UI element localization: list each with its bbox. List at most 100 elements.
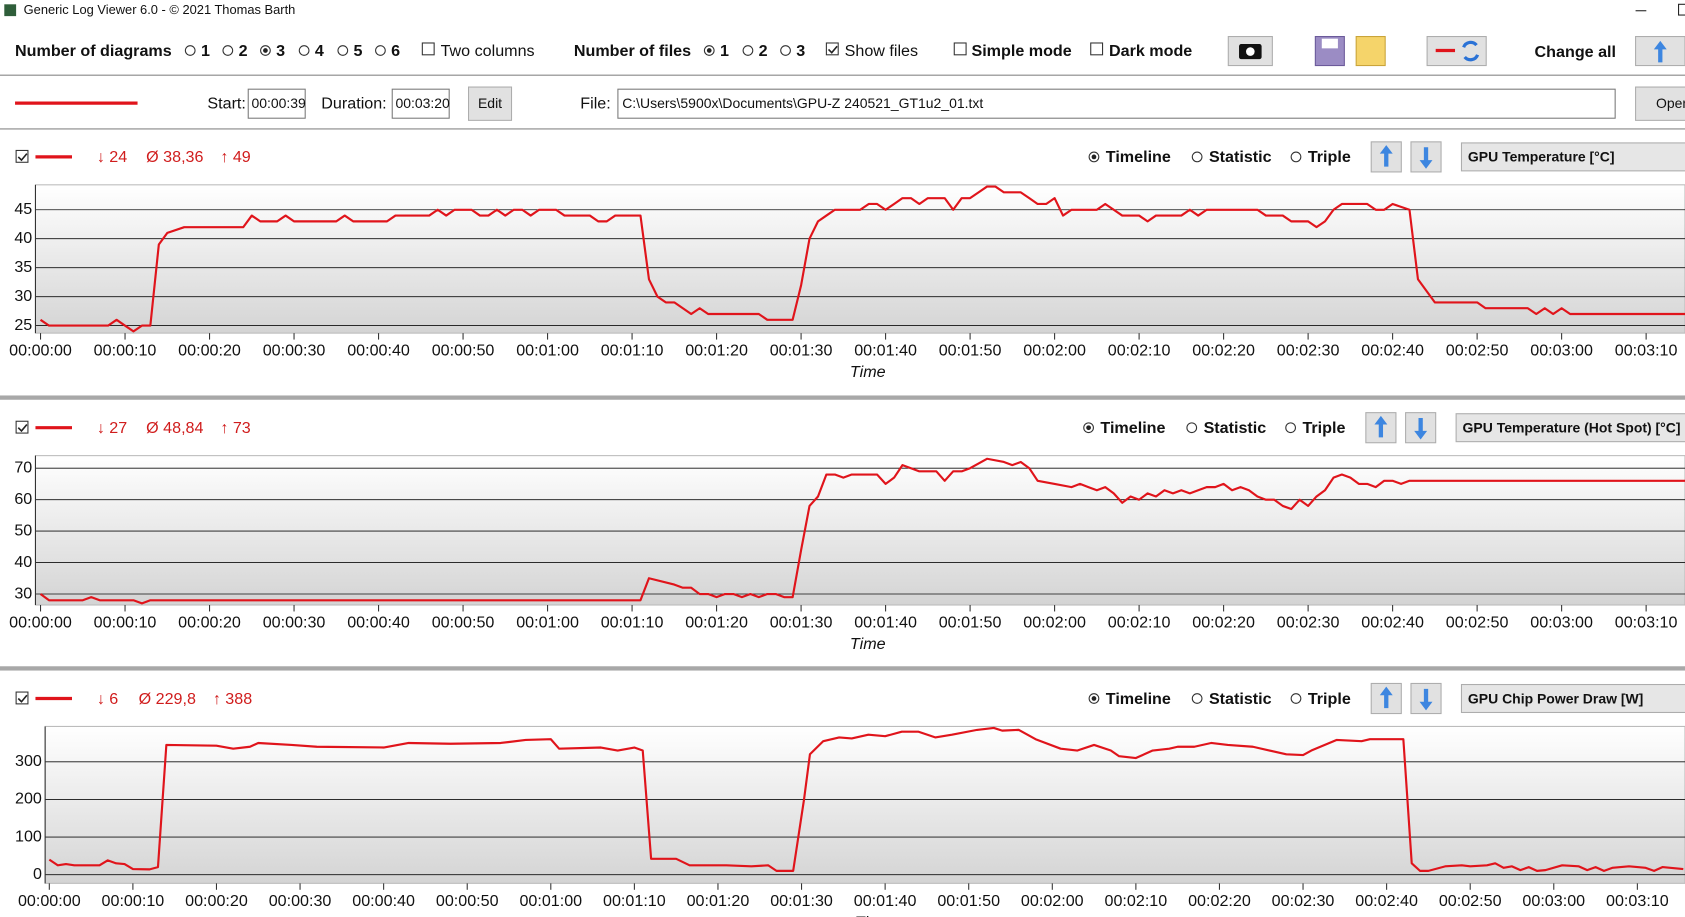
x-tick-label: 00:02:20 bbox=[1192, 614, 1255, 632]
down-arrow bbox=[1419, 147, 1433, 169]
plot-area bbox=[34, 455, 1685, 606]
y-tick-label: 30 bbox=[14, 287, 32, 305]
x-tick-label: 00:02:20 bbox=[1188, 892, 1251, 910]
stat-min: ↓ 24 bbox=[97, 148, 127, 166]
x-tick-label: 00:00:00 bbox=[18, 892, 81, 910]
x-tick-label: 00:01:20 bbox=[685, 614, 748, 632]
x-tick-label: 00:01:30 bbox=[770, 342, 833, 360]
file-option: 3 bbox=[796, 42, 805, 60]
diagram-radio[interactable] bbox=[184, 45, 196, 56]
x-tick-label: 00:01:40 bbox=[854, 892, 917, 910]
mode-radio[interactable] bbox=[1290, 151, 1302, 163]
y-tick-label: 200 bbox=[15, 790, 42, 808]
x-tick-label: 00:00:10 bbox=[102, 892, 165, 910]
up-arrow bbox=[1379, 686, 1393, 709]
data-line bbox=[48, 726, 1684, 872]
x-tick-label: 00:02:30 bbox=[1272, 892, 1335, 910]
mode-radio-dot bbox=[1086, 425, 1091, 431]
refresh-icon bbox=[1462, 40, 1480, 62]
x-tick-label: 00:01:00 bbox=[516, 342, 579, 360]
mode-radio[interactable] bbox=[1285, 422, 1296, 434]
y-tick-label: 0 bbox=[33, 865, 42, 883]
open-folder-button[interactable] bbox=[1355, 35, 1386, 67]
stat-avg: Ø 229,8 bbox=[139, 690, 196, 708]
series-visible-checkbox[interactable] bbox=[15, 149, 29, 163]
diagram-option: 5 bbox=[354, 42, 363, 60]
mode-label: Triple bbox=[1302, 419, 1345, 437]
checkbox-label: Dark mode bbox=[1109, 42, 1192, 60]
x-tick-label: 00:01:20 bbox=[687, 892, 750, 910]
x-tick-label: 00:02:10 bbox=[1105, 892, 1168, 910]
y-tick-label: 40 bbox=[14, 553, 32, 571]
two-columns-checkbox[interactable] bbox=[421, 42, 435, 56]
mode-radio[interactable] bbox=[1290, 693, 1302, 704]
file-input[interactable] bbox=[617, 88, 1616, 119]
x-tick-label: 00:03:00 bbox=[1522, 892, 1585, 910]
x-tick-label: 00:00:50 bbox=[436, 892, 499, 910]
duration-input[interactable] bbox=[391, 88, 450, 119]
stat-max: ↑ 388 bbox=[213, 690, 252, 708]
edit-button[interactable] bbox=[467, 86, 513, 121]
stat-max: ↑ 49 bbox=[220, 148, 250, 166]
mode-radio[interactable] bbox=[1186, 422, 1198, 434]
series-visible-checkbox[interactable] bbox=[15, 691, 29, 705]
x-tick-label: 00:02:30 bbox=[1277, 342, 1340, 360]
x-tick-label: 00:02:10 bbox=[1108, 342, 1171, 360]
series-visible-checkbox-tick bbox=[17, 423, 28, 433]
simple-mode-checkbox[interactable] bbox=[953, 42, 967, 56]
checkbox-label: Show files bbox=[845, 42, 918, 60]
x-tick-label: 00:02:10 bbox=[1108, 614, 1171, 632]
x-tick-label: 00:02:40 bbox=[1361, 614, 1424, 632]
file-label: File: bbox=[580, 94, 610, 112]
stat-avg: Ø 48,84 bbox=[146, 419, 203, 437]
mode-radio[interactable] bbox=[1191, 693, 1203, 704]
camera-lens bbox=[1246, 47, 1255, 56]
start-input[interactable] bbox=[247, 88, 306, 119]
up-arrow bbox=[1653, 40, 1667, 63]
signal-dropdown[interactable] bbox=[1460, 683, 1685, 714]
show-files-checkbox[interactable] bbox=[825, 42, 839, 56]
signal-dropdown[interactable] bbox=[1460, 142, 1685, 172]
signal-dropdown[interactable] bbox=[1455, 413, 1685, 443]
open-button[interactable] bbox=[1635, 86, 1685, 121]
up-arrow bbox=[1379, 145, 1393, 167]
maximize[interactable] bbox=[1678, 3, 1685, 16]
mode-radio[interactable] bbox=[1191, 151, 1203, 163]
y-tick-label: 60 bbox=[14, 490, 32, 508]
open-label: Open bbox=[1656, 95, 1685, 111]
panel-separator bbox=[0, 666, 1685, 671]
x-tick-label: 00:01:00 bbox=[516, 614, 579, 632]
y-tick-label: 35 bbox=[14, 258, 32, 276]
duration-value: 00:03:20 bbox=[395, 95, 450, 111]
diagram-radio[interactable] bbox=[337, 45, 349, 56]
edit-label: Edit bbox=[478, 95, 502, 111]
stat-avg: Ø 38,36 bbox=[146, 148, 203, 166]
file-radio[interactable] bbox=[780, 45, 791, 56]
x-tick-label: 00:02:40 bbox=[1361, 342, 1424, 360]
x-tick-label: 00:01:50 bbox=[939, 614, 1002, 632]
x-tick-label: 00:01:50 bbox=[939, 342, 1002, 360]
x-tick-label: 00:00:30 bbox=[263, 614, 326, 632]
x-tick-label: 00:02:20 bbox=[1192, 342, 1255, 360]
mode-label: Statistic bbox=[1204, 419, 1267, 437]
file-option: 2 bbox=[759, 42, 768, 60]
x-tick-label: 00:02:00 bbox=[1021, 892, 1084, 910]
start-value: 00:00:39 bbox=[251, 95, 306, 111]
diagram-radio[interactable] bbox=[298, 45, 310, 56]
x-tick-label: 00:02:40 bbox=[1355, 892, 1418, 910]
x-tick-label: 00:00:50 bbox=[432, 614, 495, 632]
x-tick-label: 00:01:10 bbox=[601, 614, 664, 632]
x-tick-label: 00:01:20 bbox=[685, 342, 748, 360]
series-visible-checkbox[interactable] bbox=[15, 420, 29, 434]
file-radio[interactable] bbox=[742, 45, 754, 56]
x-tick-label: 00:01:00 bbox=[519, 892, 582, 910]
diagram-radio[interactable] bbox=[222, 45, 234, 56]
diagram-radio[interactable] bbox=[375, 45, 386, 56]
toolbar-label: Number of diagrams bbox=[15, 42, 172, 60]
file-radio-dot bbox=[706, 48, 712, 53]
file-path: C:\Users\5900x\Documents\GPU-Z 240521_GT… bbox=[622, 95, 983, 111]
diagram-option: 2 bbox=[239, 42, 248, 60]
mode-label: Timeline bbox=[1100, 419, 1165, 437]
dark-mode-checkbox[interactable] bbox=[1090, 42, 1104, 56]
